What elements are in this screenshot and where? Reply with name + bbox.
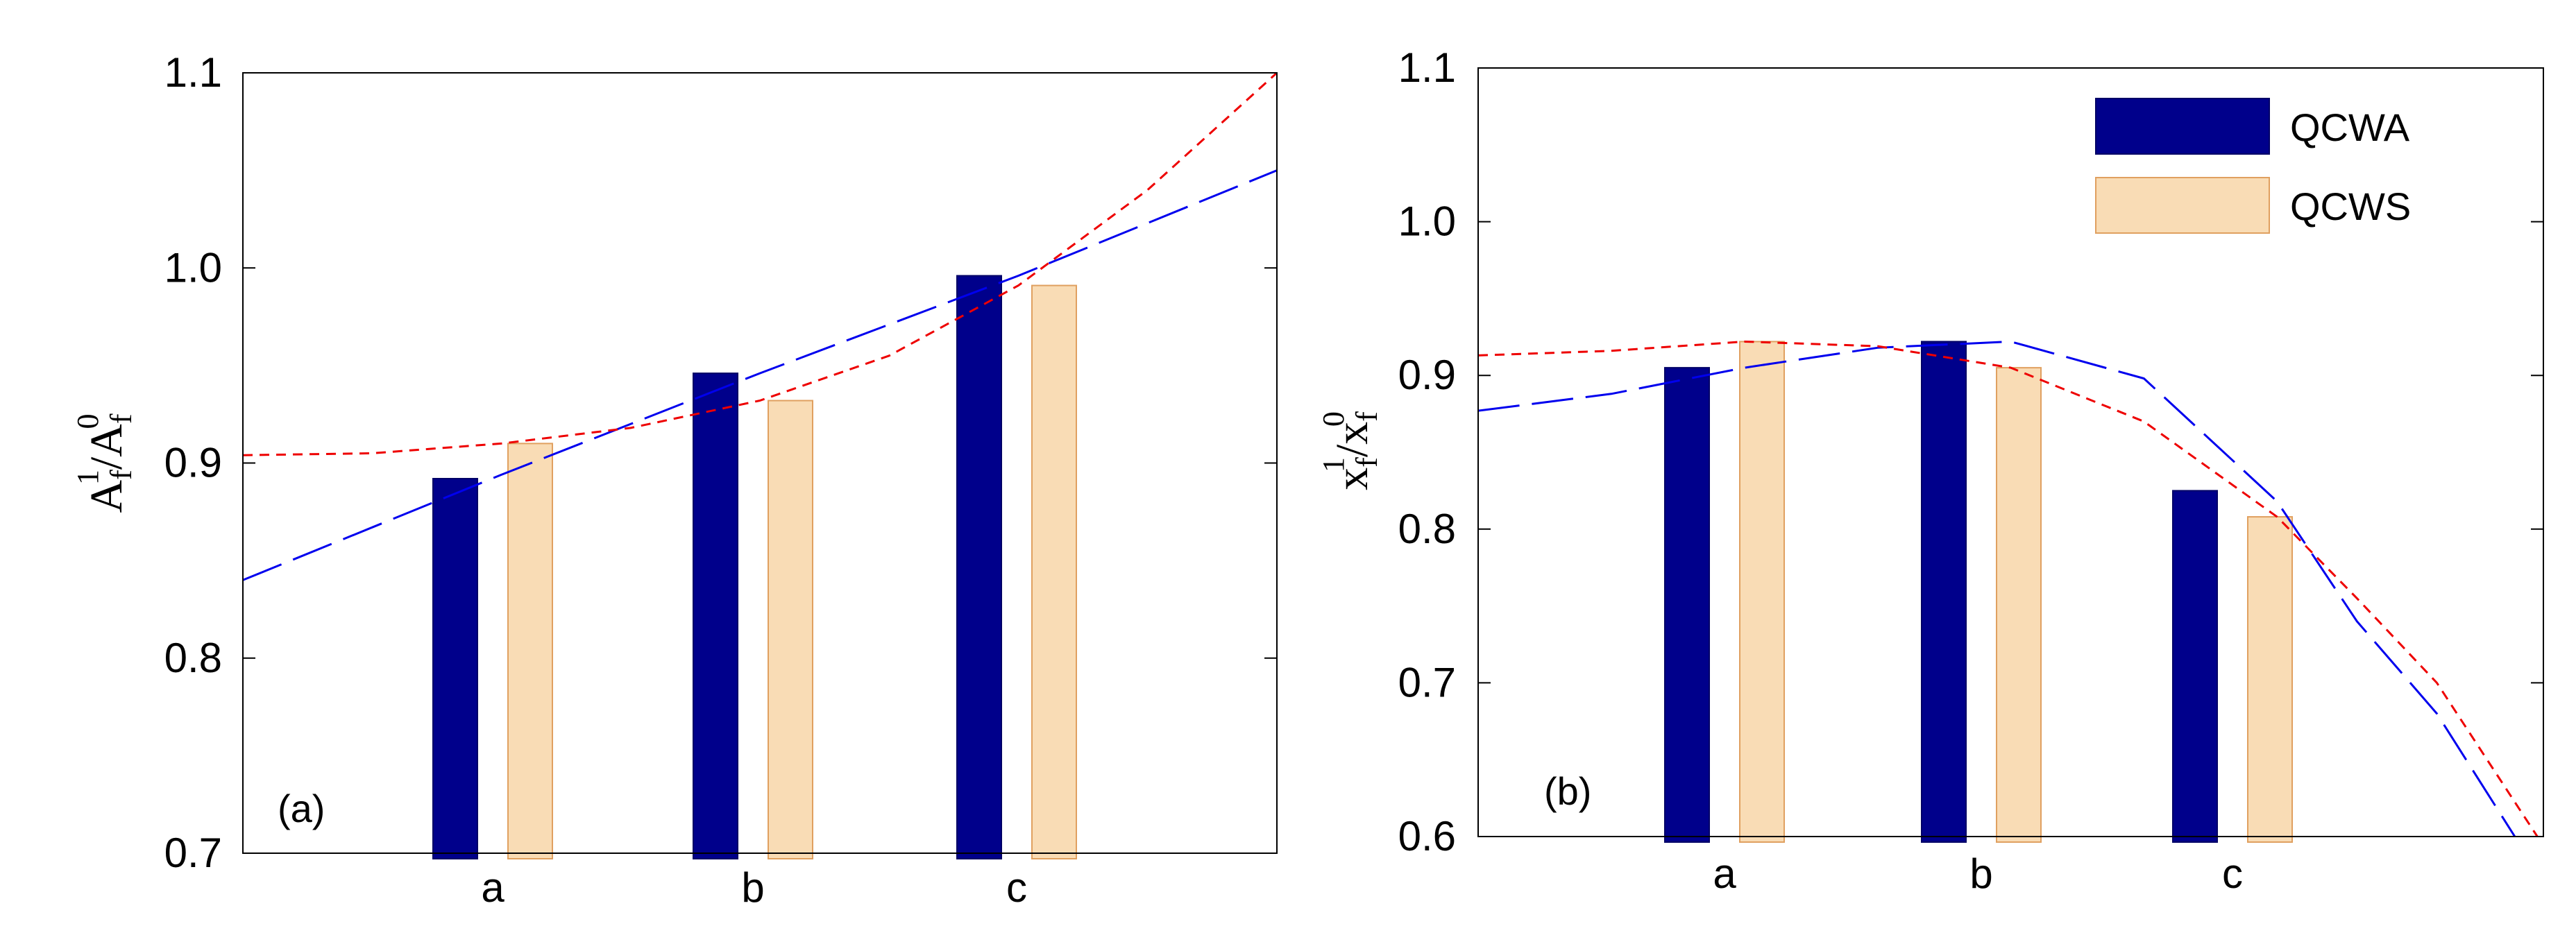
xtick-label-a: a bbox=[481, 864, 505, 911]
xtick-label-b: b bbox=[1969, 850, 1992, 897]
trend-line-qcwa bbox=[243, 169, 1277, 581]
ytick-label: 0.9 bbox=[164, 440, 222, 486]
panel-a-ticks bbox=[243, 72, 1277, 854]
legend-swatch-qcws bbox=[2095, 177, 2270, 234]
panel-b-frame bbox=[1477, 67, 2544, 837]
panel-a-trends bbox=[243, 73, 1277, 581]
panel-a-label: (a) bbox=[278, 787, 325, 830]
panel-b-ticks bbox=[1478, 67, 2543, 837]
legend-label-qcwa: QCWA bbox=[2290, 105, 2410, 149]
bar-qcwa-c bbox=[2172, 490, 2218, 843]
legend-label-qcws: QCWS bbox=[2290, 185, 2411, 228]
ytick-label: 1.1 bbox=[1398, 44, 1456, 91]
panel-a-frame bbox=[242, 72, 1278, 854]
panel-b-label: (b) bbox=[1544, 769, 1591, 813]
xtick-label-a: a bbox=[1713, 850, 1736, 897]
panel-b-ylabel: xf1/xf0 bbox=[1316, 411, 1384, 490]
panel-b: 0.6 0.7 0.8 0.9 1.0 1.1 a b c (b) xf1/xf0 QCWA … bbox=[1316, 44, 2544, 897]
bar-qcwa-a bbox=[432, 478, 478, 859]
panel-b-ytick-labels: 0.6 0.7 0.8 0.9 1.0 1.1 bbox=[1398, 44, 1456, 859]
ytick-label: 0.9 bbox=[1398, 352, 1456, 398]
trend-line-qcwa bbox=[1478, 340, 2516, 837]
bar-qcwa-a bbox=[1664, 367, 1710, 843]
xtick-label-c: c bbox=[1006, 864, 1027, 911]
ytick-label: 0.7 bbox=[1398, 659, 1456, 705]
panel-a: 0.7 0.8 0.9 1.0 1.1 a b c (a) Af1/Af0 bbox=[71, 49, 1278, 911]
bar-qcws-c bbox=[2247, 516, 2293, 843]
ytick-label: 0.8 bbox=[164, 635, 222, 681]
bar-qcws-b bbox=[1996, 367, 2042, 843]
panel-b-bars bbox=[1664, 341, 2293, 843]
legend-swatch-qcwa bbox=[2095, 98, 2270, 155]
ytick-label: 1.0 bbox=[1398, 198, 1456, 245]
ytick-label: 0.8 bbox=[1398, 506, 1456, 552]
panel-b-trends bbox=[1478, 340, 2539, 837]
ytick-label: 1.1 bbox=[164, 49, 222, 96]
panel-a-ytick-labels: 0.7 0.8 0.9 1.0 1.1 bbox=[164, 49, 222, 876]
bar-qcwa-b bbox=[693, 372, 738, 859]
ytick-label: 0.6 bbox=[1398, 813, 1456, 859]
panel-b-xtick-labels: a b c bbox=[1713, 850, 2243, 897]
xtick-label-b: b bbox=[741, 864, 764, 911]
trend-line-qcws bbox=[243, 73, 1277, 456]
legend: QCWA QCWS bbox=[2095, 98, 2411, 234]
bar-qcws-b bbox=[768, 400, 813, 859]
bar-qcws-c bbox=[1031, 284, 1077, 859]
panel-a-xtick-labels: a b c bbox=[481, 864, 1027, 911]
bar-qcws-a bbox=[1739, 341, 1785, 843]
xtick-label-c: c bbox=[2222, 850, 2243, 897]
bar-qcwa-b bbox=[1921, 341, 1967, 843]
bar-qcwa-c bbox=[956, 275, 1002, 859]
ytick-label: 0.7 bbox=[164, 830, 222, 876]
panel-a-ylabel: Af1/Af0 bbox=[71, 413, 138, 513]
trend-line-qcws bbox=[1478, 340, 2539, 837]
panel-a-bars bbox=[432, 275, 1077, 859]
bar-qcws-a bbox=[507, 443, 553, 859]
ytick-label: 1.0 bbox=[164, 244, 222, 291]
